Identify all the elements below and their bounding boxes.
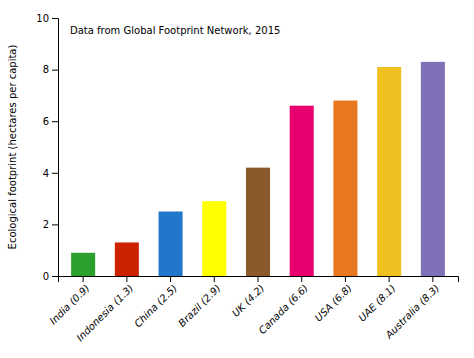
tick-label: UAE (8.1) [356, 282, 397, 323]
y-tick: 0 [43, 271, 58, 282]
x-tick: UAE (8.1) [356, 276, 397, 324]
tick-mark [214, 276, 215, 282]
tick-label: 0 [43, 271, 49, 282]
bar [115, 242, 139, 276]
tick-mark [83, 276, 84, 282]
tick-mark [345, 276, 346, 282]
x-tick: China (2.5) [132, 276, 179, 329]
tick-label: Brazil (2.9) [176, 282, 223, 329]
tick-mark [258, 276, 259, 282]
tick-label: 2 [43, 219, 49, 230]
tick-mark [170, 276, 171, 282]
tick-mark [52, 276, 58, 277]
bars [71, 62, 445, 276]
plot-area: 0 2 4 6 8 10 India (0.9)Indonesia (1.3)China (… [36, 13, 458, 344]
y-tick: 4 [43, 168, 58, 179]
tick-mark [52, 70, 58, 71]
chart-container: 0 2 4 6 8 10 India (0.9)Indonesia (1.3)China (… [0, 0, 474, 358]
y-tick: 10 [36, 13, 58, 24]
axis-line [59, 277, 459, 283]
tick-label: Canada (6.6) [257, 282, 311, 336]
tick-label: Australia (8.3) [383, 282, 442, 341]
tick-mark [126, 276, 127, 282]
x-tick: Australia (8.3) [383, 276, 442, 341]
y-tick: 8 [43, 64, 58, 75]
bar [377, 67, 401, 276]
bar [246, 168, 270, 276]
bar [71, 253, 95, 276]
tick-label: China (2.5) [132, 282, 179, 329]
tick-mark [301, 276, 302, 282]
x-tick: USA (6.8) [313, 276, 354, 324]
x-axis: India (0.9)Indonesia (1.3)China (2.5)Bra… [47, 276, 458, 343]
tick-label: UK (4.2) [230, 282, 267, 319]
tick-label: Indonesia (1.3) [74, 282, 135, 343]
bar [202, 201, 226, 276]
x-tick: Indonesia (1.3) [74, 276, 135, 343]
x-tick: UK (4.2) [230, 276, 267, 319]
x-tick: India (0.9) [47, 276, 91, 327]
tick-label: 6 [43, 116, 49, 127]
tick-label: 10 [36, 13, 49, 24]
tick-label: 4 [43, 168, 49, 179]
tick-mark [52, 18, 58, 19]
tick-mark [52, 173, 58, 174]
bar [290, 106, 314, 276]
bar [333, 101, 357, 276]
bar [421, 62, 445, 276]
tick-mark [389, 276, 390, 282]
y-tick: 6 [43, 116, 58, 127]
bar [159, 212, 183, 277]
annotation: Data from Global Footprint Network, 2015 [70, 25, 280, 36]
tick-label: India (0.9) [47, 282, 91, 326]
tick-mark [52, 121, 58, 122]
y-axis-label: Ecological footprint (hectares per capit… [7, 45, 18, 250]
y-axis: 0 2 4 6 8 10 [36, 13, 58, 282]
x-tick: Canada (6.6) [257, 276, 311, 336]
tick-label: 8 [43, 64, 49, 75]
x-tick: Brazil (2.9) [176, 276, 223, 329]
tick-label: USA (6.8) [313, 282, 354, 323]
axis-line [52, 19, 59, 277]
chart-svg: 0 2 4 6 8 10 India (0.9)Indonesia (1.3)China (… [0, 0, 474, 358]
tick-mark [52, 224, 58, 225]
y-tick: 2 [43, 219, 58, 230]
tick-mark [432, 276, 433, 282]
